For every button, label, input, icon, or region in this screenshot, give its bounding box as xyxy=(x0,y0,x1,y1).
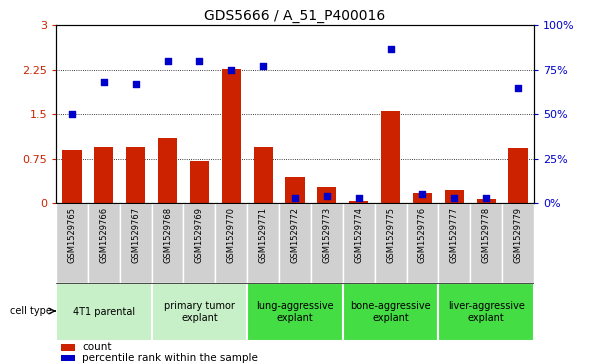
Text: 4T1 parental: 4T1 parental xyxy=(73,307,135,317)
Bar xyxy=(279,203,311,283)
Text: count: count xyxy=(83,342,112,352)
Text: GSM1529772: GSM1529772 xyxy=(290,207,300,263)
Bar xyxy=(413,193,432,203)
Text: GSM1529766: GSM1529766 xyxy=(99,207,109,264)
Bar xyxy=(311,203,343,283)
Text: liver-aggressive
explant: liver-aggressive explant xyxy=(448,301,525,323)
Bar xyxy=(61,344,75,351)
Bar xyxy=(152,283,247,341)
Point xyxy=(258,64,268,69)
Bar xyxy=(158,138,177,203)
Point xyxy=(513,85,523,90)
Point xyxy=(163,58,172,64)
Text: GSM1529775: GSM1529775 xyxy=(386,207,395,263)
Bar xyxy=(343,283,438,341)
Text: GSM1529767: GSM1529767 xyxy=(131,207,140,264)
Text: cell type: cell type xyxy=(9,306,51,316)
Text: GSM1529773: GSM1529773 xyxy=(322,207,332,264)
Bar xyxy=(215,203,247,283)
Bar xyxy=(438,203,470,283)
Bar xyxy=(445,189,464,203)
Bar xyxy=(61,355,75,362)
Text: GSM1529776: GSM1529776 xyxy=(418,207,427,264)
Bar xyxy=(247,283,343,341)
Point xyxy=(290,195,300,201)
Point xyxy=(450,195,459,201)
Bar xyxy=(470,203,502,283)
Title: GDS5666 / A_51_P400016: GDS5666 / A_51_P400016 xyxy=(204,9,386,23)
Text: bone-aggressive
explant: bone-aggressive explant xyxy=(350,301,431,323)
Bar xyxy=(286,177,304,203)
Bar xyxy=(407,203,438,283)
Bar xyxy=(317,187,336,203)
Text: GSM1529774: GSM1529774 xyxy=(354,207,363,263)
Bar xyxy=(63,150,81,203)
Bar xyxy=(254,147,273,203)
Bar xyxy=(502,203,534,283)
Point xyxy=(354,195,363,201)
Point xyxy=(418,192,427,197)
Bar xyxy=(56,203,88,283)
Point xyxy=(227,67,236,73)
Text: percentile rank within the sample: percentile rank within the sample xyxy=(83,353,258,363)
Bar xyxy=(190,160,209,203)
Bar xyxy=(381,111,400,203)
Bar xyxy=(94,147,113,203)
Bar xyxy=(349,201,368,203)
Point xyxy=(67,111,77,117)
Point xyxy=(131,81,140,87)
Point xyxy=(195,58,204,64)
Text: GSM1529779: GSM1529779 xyxy=(513,207,523,263)
Point xyxy=(322,193,332,199)
Bar xyxy=(247,203,279,283)
Bar xyxy=(56,283,152,341)
Text: lung-aggressive
explant: lung-aggressive explant xyxy=(256,301,334,323)
Text: GSM1529769: GSM1529769 xyxy=(195,207,204,263)
Bar xyxy=(343,203,375,283)
Point xyxy=(481,195,491,201)
Bar xyxy=(126,147,145,203)
Text: GSM1529778: GSM1529778 xyxy=(481,207,491,264)
Bar xyxy=(375,203,407,283)
Bar xyxy=(509,148,527,203)
Bar xyxy=(120,203,152,283)
Bar xyxy=(88,203,120,283)
Text: GSM1529770: GSM1529770 xyxy=(227,207,236,263)
Bar xyxy=(183,203,215,283)
Bar xyxy=(152,203,183,283)
Bar xyxy=(438,283,534,341)
Bar xyxy=(222,69,241,203)
Bar xyxy=(477,199,496,203)
Text: GSM1529765: GSM1529765 xyxy=(67,207,77,263)
Text: primary tumor
explant: primary tumor explant xyxy=(164,301,235,323)
Point xyxy=(99,79,109,85)
Text: GSM1529768: GSM1529768 xyxy=(163,207,172,264)
Text: GSM1529777: GSM1529777 xyxy=(450,207,459,264)
Text: GSM1529771: GSM1529771 xyxy=(258,207,268,263)
Point xyxy=(386,46,395,52)
